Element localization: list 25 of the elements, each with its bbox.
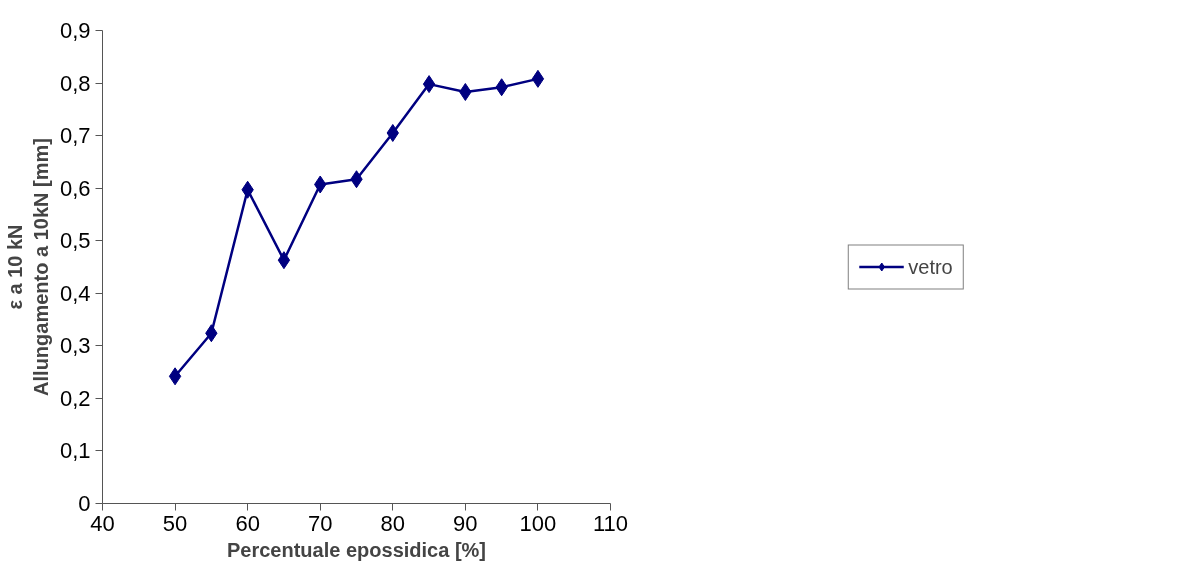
- x-tick-label: 110: [592, 510, 629, 536]
- y-tick-label: 0,4: [59, 280, 91, 306]
- x-tick-label: 40: [90, 510, 115, 536]
- x-tick-label: 90: [453, 510, 478, 536]
- y-tick-label: 0,5: [59, 228, 91, 254]
- x-tick-label: 80: [380, 510, 406, 536]
- legend-label: vetro: [908, 255, 953, 278]
- point: [531, 69, 545, 88]
- y-tick-label: 0,8: [59, 70, 91, 96]
- point: [168, 367, 182, 386]
- y-tick-label: 0,6: [59, 175, 91, 201]
- x-axis-title: Percentuale epossidica [%]: [227, 538, 486, 561]
- y-tick-label: 0,2: [59, 385, 91, 411]
- y-tick-label: 0,9: [59, 18, 91, 43]
- x-tick-label: 60: [235, 510, 260, 536]
- y-tick-label: 0,3: [59, 333, 91, 359]
- x-tick-label: 50: [162, 510, 188, 536]
- y-tick-label: 0,1: [59, 438, 91, 464]
- y-tick-label: 0,7: [59, 123, 91, 149]
- x-tick-label: 100: [519, 510, 557, 536]
- point: [277, 251, 291, 270]
- point: [422, 75, 436, 94]
- y-axis-title: ε a 10 kN Allungamento a 10kN [mm]: [3, 138, 52, 396]
- y-tick-label: 0: [78, 491, 91, 516]
- x-tick-label: 70: [307, 510, 333, 536]
